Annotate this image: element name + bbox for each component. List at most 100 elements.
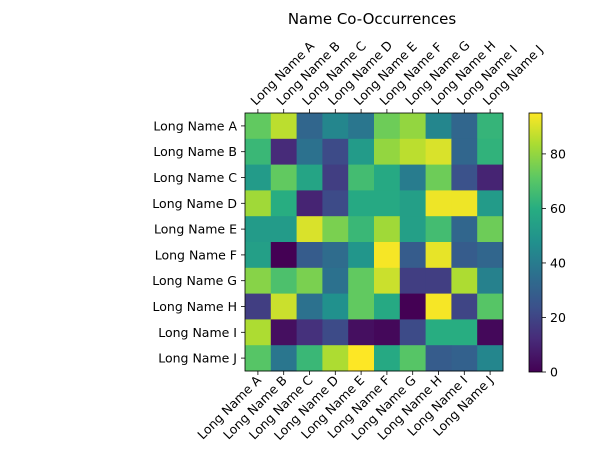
heatmap-cell: [451, 113, 478, 140]
heatmap-cell: [451, 164, 478, 191]
heatmap-cell: [296, 216, 323, 243]
heatmap-cell: [270, 113, 297, 140]
heatmap-cell: [425, 345, 452, 372]
heatmap-cell: [477, 267, 504, 294]
y-tick-label: Long Name J: [158, 351, 237, 366]
heatmap-cell: [399, 190, 426, 217]
heatmap-cell: [296, 293, 323, 320]
heatmap-cell: [296, 138, 323, 165]
heatmap-cell: [425, 242, 452, 269]
y-tick-label: Long Name H: [153, 299, 237, 314]
heatmap-cell: [270, 190, 297, 217]
heatmap-cell: [322, 319, 349, 346]
heatmap-cell: [245, 293, 272, 320]
heatmap-cell: [425, 216, 452, 243]
y-tick-label: Long Name G: [152, 273, 237, 288]
y-tick-label: Long Name A: [153, 118, 237, 133]
heatmap-cell: [270, 164, 297, 191]
heatmap-cell: [477, 113, 504, 140]
plot-frame: [244, 112, 504, 372]
heatmap-cell: [245, 190, 272, 217]
heatmap-cells: [244, 112, 504, 372]
heatmap-cell: [451, 267, 478, 294]
heatmap-cell: [399, 216, 426, 243]
heatmap-cell: [270, 345, 297, 372]
heatmap-cell: [477, 345, 504, 372]
heatmap-cell: [348, 345, 375, 372]
colorbar-tick-label: 80: [550, 146, 566, 161]
y-tick-label: Long Name D: [152, 196, 237, 211]
heatmap-cell: [374, 319, 401, 346]
heatmap-cell: [399, 267, 426, 294]
heatmap-cell: [477, 242, 504, 269]
heatmap-cell: [451, 216, 478, 243]
heatmap-cell: [245, 113, 272, 140]
heatmap-cell: [477, 138, 504, 165]
heatmap-cell: [399, 138, 426, 165]
heatmap-cell: [425, 293, 452, 320]
heatmap-cell: [348, 190, 375, 217]
heatmap-cell: [451, 345, 478, 372]
heatmap-cell: [374, 113, 401, 140]
heatmap-cell: [322, 293, 349, 320]
heatmap-cell: [322, 216, 349, 243]
heatmap-cell: [322, 164, 349, 191]
heatmap-cell: [399, 242, 426, 269]
heatmap-cell: [270, 216, 297, 243]
heatmap-cell: [374, 242, 401, 269]
heatmap-cell: [425, 319, 452, 346]
heatmap-cell: [477, 293, 504, 320]
heatmap-cell: [348, 216, 375, 243]
heatmap-cell: [245, 138, 272, 165]
heatmap-cell: [296, 345, 323, 372]
heatmap-cell: [270, 293, 297, 320]
heatmap-cell: [348, 319, 375, 346]
colorbar: 0 20 40 60 80: [528, 112, 566, 380]
heatmap-cell: [322, 113, 349, 140]
heatmap-cell: [477, 164, 504, 191]
heatmap-cell: [270, 138, 297, 165]
y-tick-label: Long Name E: [154, 222, 237, 237]
y-tick-label: Long Name C: [153, 170, 237, 185]
heatmap-cell: [399, 164, 426, 191]
heatmap-cell: [348, 138, 375, 165]
heatmap-cell: [451, 190, 478, 217]
heatmap-cell: [245, 267, 272, 294]
heatmap-cell: [322, 138, 349, 165]
colorbar-tick-label: 0: [550, 365, 558, 380]
heatmap-cell: [245, 164, 272, 191]
heatmap-cell: [296, 190, 323, 217]
heatmap-cell: [374, 293, 401, 320]
heatmap-cell: [399, 319, 426, 346]
heatmap-cell: [296, 319, 323, 346]
y-tick-label: Long Name F: [155, 247, 237, 262]
heatmap-cell: [322, 242, 349, 269]
heatmap-cell: [374, 345, 401, 372]
heatmap-cell: [477, 319, 504, 346]
y-tick-label: Long Name B: [153, 144, 237, 159]
heatmap-cell: [425, 267, 452, 294]
heatmap-cell: [270, 242, 297, 269]
heatmap-cell: [270, 267, 297, 294]
heatmap-cell: [348, 242, 375, 269]
heatmap-cell: [374, 190, 401, 217]
heatmap-cell: [399, 345, 426, 372]
heatmap-cell: [245, 242, 272, 269]
chart-title: Name Co-Occurrences: [288, 10, 457, 28]
y-tick-label: Long Name I: [158, 325, 237, 340]
heatmap-cell: [425, 113, 452, 140]
y-axis-ticks: Long Name A Long Name B Long Name C Long Na…: [152, 118, 245, 366]
heatmap-cell: [296, 242, 323, 269]
heatmap-cell: [322, 190, 349, 217]
heatmap-cell: [296, 164, 323, 191]
heatmap-cell: [245, 216, 272, 243]
heatmap-cell: [296, 267, 323, 294]
heatmap-cell: [348, 164, 375, 191]
heatmap-cell: [425, 138, 452, 165]
heatmap-cell: [348, 293, 375, 320]
heatmap-cell: [374, 138, 401, 165]
heatmap-cell: [374, 164, 401, 191]
heatmap-cell: [451, 293, 478, 320]
